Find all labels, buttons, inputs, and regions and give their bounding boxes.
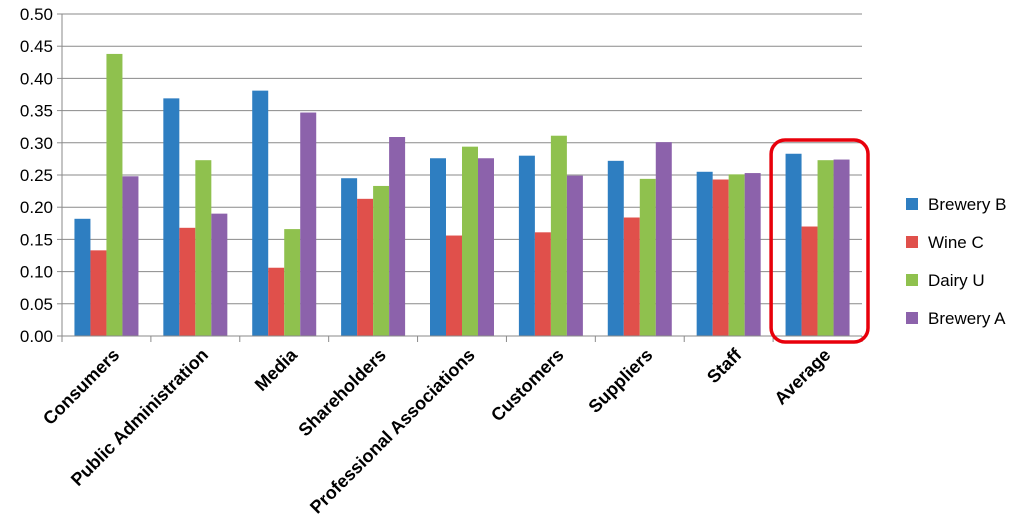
bar-brewery-b bbox=[163, 98, 180, 336]
y-tick-label: 0.05 bbox=[20, 295, 53, 314]
bar-brewery-a bbox=[655, 142, 672, 336]
bar-dairy-u bbox=[373, 185, 390, 336]
x-tick-label: Shareholders bbox=[294, 345, 389, 440]
bar-wine-c bbox=[179, 227, 196, 336]
y-tick-label: 0.20 bbox=[20, 198, 53, 217]
x-tick-label: Professional Associations bbox=[306, 345, 479, 518]
y-tick-label: 0.50 bbox=[20, 5, 53, 24]
legend-label: Wine C bbox=[928, 233, 984, 252]
bar-wine-c bbox=[712, 179, 729, 336]
y-tick-label: 0.45 bbox=[20, 37, 53, 56]
x-tick-label: Media bbox=[251, 344, 302, 395]
bar-dairy-u bbox=[462, 146, 478, 336]
y-axis-ticks: 0.00 0.05 0.10 0.15 0.20 0.25 0.30 0.35 0.40 0.45… bbox=[20, 5, 62, 346]
x-tick-label: Suppliers bbox=[584, 345, 656, 417]
x-tick-label: Average bbox=[770, 345, 834, 409]
bar-brewery-a bbox=[566, 175, 583, 336]
bar-dairy-u bbox=[195, 160, 212, 336]
x-tick-label: Consumers bbox=[39, 345, 123, 429]
bar-wine-c bbox=[534, 232, 551, 336]
bar-brewery-b bbox=[252, 90, 269, 336]
bar-wine-c bbox=[357, 198, 374, 336]
bar-dairy-u bbox=[639, 178, 656, 336]
bar-brewery-a bbox=[833, 159, 850, 336]
y-tick-label: 0.25 bbox=[20, 166, 53, 185]
legend-swatch bbox=[906, 236, 918, 248]
legend-label: Brewery B bbox=[928, 195, 1006, 214]
legend-label: Dairy U bbox=[928, 271, 985, 290]
bars bbox=[74, 53, 850, 336]
bar-dairy-u bbox=[284, 229, 301, 336]
bar-brewery-a bbox=[744, 173, 761, 336]
bar-brewery-a bbox=[478, 158, 494, 336]
bar-dairy-u bbox=[817, 160, 834, 336]
y-tick-label: 0.30 bbox=[20, 134, 53, 153]
bar-brewery-a bbox=[122, 176, 139, 336]
bar-brewery-b bbox=[696, 171, 713, 336]
y-tick-label: 0.35 bbox=[20, 102, 53, 121]
bar-brewery-a bbox=[389, 137, 406, 336]
legend-swatch bbox=[906, 198, 918, 210]
bar-brewery-a bbox=[211, 213, 228, 336]
bar-dairy-u bbox=[728, 174, 745, 336]
y-tick-label: 0.15 bbox=[20, 230, 53, 249]
x-tick-label: Customers bbox=[487, 345, 568, 426]
legend-label: Brewery A bbox=[928, 309, 1006, 328]
y-tick-label: 0.10 bbox=[20, 263, 53, 282]
bar-brewery-b bbox=[74, 218, 91, 336]
bar-wine-c bbox=[446, 235, 462, 336]
bar-brewery-b bbox=[607, 160, 624, 336]
bar-dairy-u bbox=[106, 53, 123, 336]
bar-wine-c bbox=[90, 250, 107, 336]
legend-swatch bbox=[906, 312, 918, 324]
bar-brewery-a bbox=[300, 112, 317, 336]
bar-wine-c bbox=[801, 226, 818, 336]
bar-wine-c bbox=[623, 217, 640, 336]
legend: Brewery B Wine C Dairy U Brewery A bbox=[906, 195, 1006, 328]
highlight-box bbox=[769, 138, 870, 344]
bar-brewery-b bbox=[430, 158, 446, 336]
bar-brewery-b bbox=[518, 155, 535, 336]
bar-brewery-b bbox=[785, 153, 802, 336]
bar-brewery-b bbox=[341, 178, 358, 336]
legend-swatch bbox=[906, 274, 918, 286]
bar-wine-c bbox=[268, 267, 285, 336]
highlight bbox=[769, 138, 870, 344]
y-tick-label: 0.40 bbox=[20, 69, 53, 88]
y-tick-label: 0.00 bbox=[20, 327, 53, 346]
bar-dairy-u bbox=[550, 135, 567, 336]
x-tick-label: Staff bbox=[703, 344, 746, 387]
